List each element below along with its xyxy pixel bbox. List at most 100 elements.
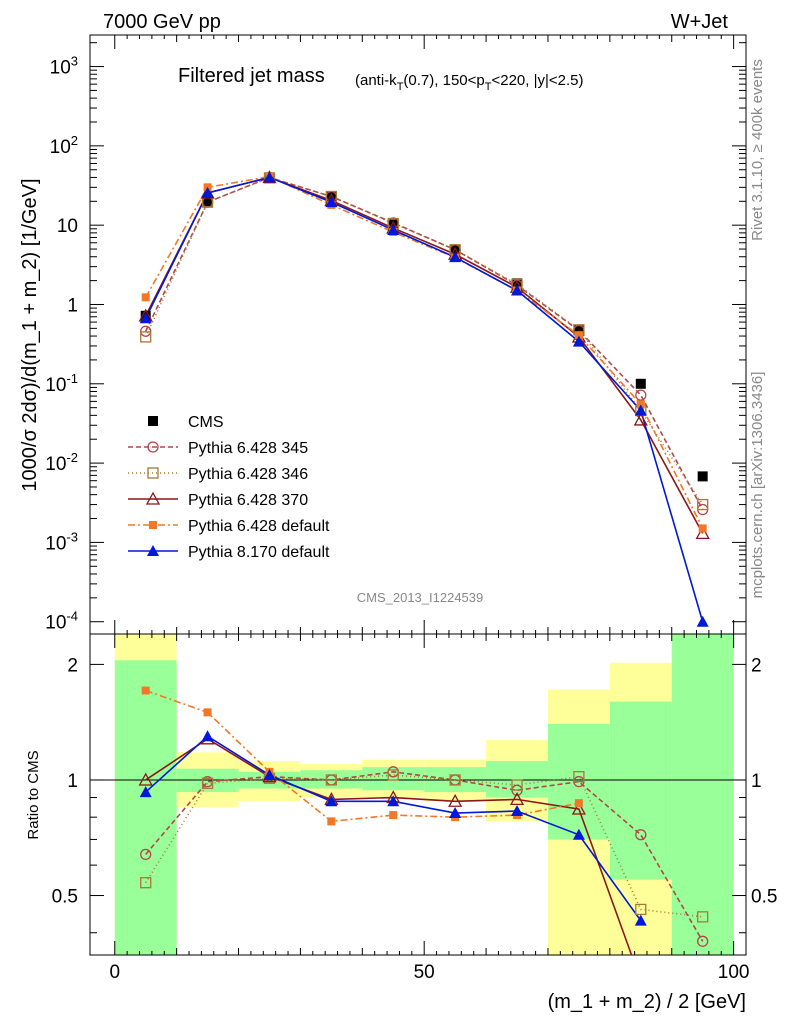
y-tick-base: 10 <box>45 533 66 554</box>
ratio-series-4-point <box>201 730 214 742</box>
series-2-point <box>140 331 152 343</box>
y-tick-exponent: 2 <box>71 133 78 148</box>
legend-label: Pythia 6.428 default <box>188 518 330 535</box>
ratio-series-3-point <box>389 811 398 820</box>
y-tick-exponent: -1 <box>66 371 78 386</box>
ratio-series-1-point <box>635 903 647 916</box>
ratio-series-1-point <box>325 774 338 786</box>
ratio-series-0-line <box>145 771 704 942</box>
band-green <box>362 767 425 791</box>
ratio-series-3-point <box>574 799 583 808</box>
ratio-series-1-point <box>449 774 461 786</box>
series-4-point <box>574 331 583 340</box>
ratio-series-0-point <box>635 829 647 841</box>
y-tick-exponent: -2 <box>66 450 78 465</box>
ratio-series-2-point <box>448 793 463 807</box>
ratio-series-0-point <box>140 848 152 861</box>
legend-marker <box>147 441 159 453</box>
y-axis-label-top: 1000/σ 2dσ)/d(m_1 + m_2) [1/GeV] <box>19 178 41 491</box>
y-tick-label: 102 <box>50 133 78 158</box>
ratio-series-3-line <box>145 689 580 823</box>
ratio-series-3-point <box>203 708 212 717</box>
series-0-point <box>450 244 461 255</box>
legend-marker <box>147 467 159 479</box>
ratio-series-1-point <box>140 877 152 889</box>
y-tick-label: 10-3 <box>45 529 78 554</box>
y-tick-label: 10-4 <box>45 609 78 634</box>
series-2-point <box>697 498 709 511</box>
y-tick-base: 10 <box>45 454 66 475</box>
ratio-y-tick-label: 1 <box>751 771 762 792</box>
subtitle-part: T <box>397 81 404 93</box>
y-tick-base: 10 <box>50 58 71 79</box>
series-4-point <box>698 524 707 533</box>
y-axis-label-ratio: Ratio to CMS <box>25 750 42 839</box>
band-green <box>671 634 734 955</box>
series-5-line <box>144 176 704 622</box>
series-0-point <box>202 196 213 207</box>
series-2-line <box>144 177 704 506</box>
y-tick-label: 10 <box>57 216 78 237</box>
header-left: 7000 GeV pp <box>103 11 221 33</box>
plot-title: Filtered jet mass <box>178 65 325 87</box>
series-1-point <box>635 389 647 401</box>
ratio-series-4-point <box>449 807 462 819</box>
ratio-series-2-point <box>571 801 587 815</box>
series-5-point <box>139 312 152 324</box>
ratio-series-2-point <box>509 792 525 806</box>
series-3-point <box>695 526 710 540</box>
y-tick-exponent: 3 <box>71 54 78 69</box>
ratio-series-1-point <box>511 779 523 791</box>
series-1-point <box>140 325 152 337</box>
ratio-series-4-point <box>325 795 338 807</box>
y-tick-base: 10 <box>50 137 71 158</box>
mcplots-label: mcplots.cern.ch [arXiv:1306.3436] <box>749 372 766 599</box>
legend-label: Pythia 6.428 370 <box>188 492 308 509</box>
series-0-point <box>697 471 708 482</box>
band-green <box>114 660 177 955</box>
subtitle-part: (0.7), 150<p <box>403 72 484 89</box>
ratio-series-3-point <box>141 686 150 695</box>
rivet-label: Rivet 3.1.10, ≥ 400k events <box>749 59 766 241</box>
ratio-series-0-point <box>697 935 709 947</box>
x-tick-label: 100 <box>718 962 750 983</box>
ratio-series-1-point <box>697 911 709 923</box>
legend-label: Pythia 6.428 346 <box>188 466 308 483</box>
y-tick-base: 10 <box>45 613 66 634</box>
series-3-point <box>633 412 648 426</box>
ratio-series-4-point <box>511 805 524 817</box>
x-tick-label: 50 <box>414 962 435 983</box>
series-5-point <box>511 284 524 296</box>
y-tick-exponent: -3 <box>66 529 78 544</box>
x-tick-label: 0 <box>109 962 120 983</box>
legend-marker <box>148 416 158 426</box>
ratio-series-3-point <box>327 817 336 826</box>
analysis-watermark: CMS_2013_I1224539 <box>357 590 484 605</box>
ratio-y-tick-label: 1 <box>67 771 78 792</box>
band-green <box>486 761 548 798</box>
series-4-point <box>141 293 150 302</box>
y-tick-label: 103 <box>50 54 78 79</box>
legend-marker <box>149 521 157 529</box>
ratio-series-2-point <box>138 772 153 786</box>
y-tick-base: 10 <box>45 375 66 396</box>
series-5-point <box>696 615 709 627</box>
legend-marker <box>147 545 159 556</box>
ratio-series-4-point <box>263 769 276 781</box>
y-tick-label: 1 <box>67 295 78 316</box>
y-tick-label: 10-2 <box>45 450 78 475</box>
ratio-series-1-point <box>387 769 399 781</box>
ratio-y-tick-label: 0.5 <box>52 887 78 908</box>
series-0-point <box>635 378 646 389</box>
x-axis-label: (m_1 + m_2) / 2 [GeV] <box>548 991 746 1013</box>
plot-subtitle: (anti-kT(0.7), 150<pT<220, |y|<2.5) <box>355 72 584 93</box>
ratio-y-tick-label: 2 <box>67 655 78 676</box>
series-5-point <box>201 186 214 198</box>
band-green <box>609 701 672 880</box>
legend-label: Pythia 6.428 345 <box>188 440 308 457</box>
ratio-y-tick-label: 2 <box>751 655 762 676</box>
ratio-uncertainty-bands <box>114 634 734 955</box>
series-5-point <box>325 196 338 208</box>
